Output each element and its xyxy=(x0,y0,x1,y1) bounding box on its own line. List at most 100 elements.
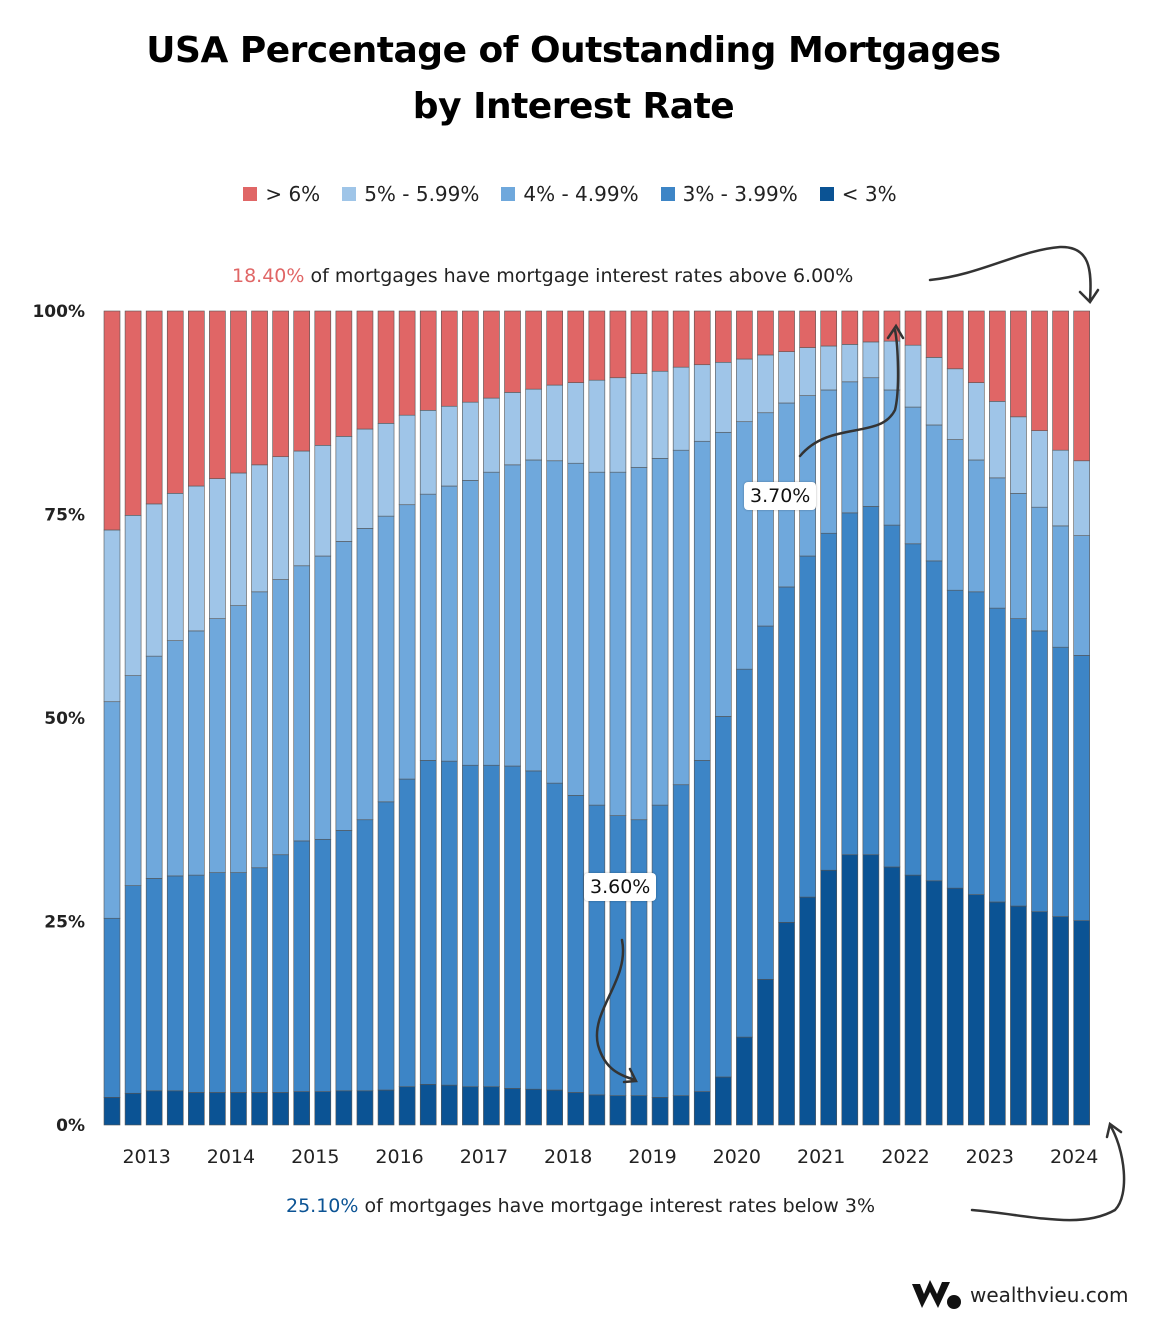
bar-segment xyxy=(356,428,374,529)
bar-segment xyxy=(862,506,880,856)
bar-segment xyxy=(757,625,774,980)
bottom-annotation-value: 25.10% xyxy=(286,1195,359,1217)
bar-segment xyxy=(820,389,838,534)
bar-segment xyxy=(145,310,163,505)
bar-segment xyxy=(567,382,585,464)
bar-segment xyxy=(925,880,943,1126)
callout-low-arrow xyxy=(595,938,638,1084)
bar-segment xyxy=(841,512,859,856)
callout-high-arrow xyxy=(798,323,905,458)
bar-segment xyxy=(630,819,648,1096)
y-tick-label: 50% xyxy=(44,709,85,729)
bar-segment xyxy=(440,485,458,762)
bar-segment xyxy=(651,310,669,372)
bar-segment xyxy=(630,373,648,468)
bar-segment xyxy=(209,310,226,479)
bar-segment xyxy=(967,591,985,895)
bar-segment xyxy=(440,405,458,487)
bar-segment xyxy=(1073,920,1090,1126)
bar-segment xyxy=(504,464,521,767)
x-tick-label: 2021 xyxy=(797,1146,845,1168)
bar-segment xyxy=(103,917,121,1098)
bar-segment xyxy=(799,347,816,396)
bar-segment xyxy=(672,449,690,786)
bar-segment xyxy=(904,310,922,346)
bar-segment xyxy=(272,579,289,856)
bar-segment xyxy=(166,875,184,1092)
bar-segment xyxy=(588,471,606,806)
x-tick-label: 2019 xyxy=(628,1146,676,1168)
bar-segment xyxy=(230,872,247,1093)
bar-segment xyxy=(904,344,922,408)
bar-segment xyxy=(1031,911,1048,1126)
bar-segment xyxy=(335,541,353,831)
bar-segment xyxy=(293,1091,311,1126)
bar-segment xyxy=(715,361,732,433)
chart-title-line-1: USA Percentage of Outstanding Mortgages xyxy=(146,30,1001,71)
bar-segment xyxy=(546,310,563,386)
bar-segment xyxy=(419,1084,437,1126)
bar-segment xyxy=(314,445,332,557)
legend-swatch xyxy=(660,187,675,201)
legend-item: 4% - 4.99% xyxy=(501,182,639,206)
x-tick-label: 2023 xyxy=(966,1146,1014,1168)
x-tick-label: 2013 xyxy=(122,1146,170,1168)
bar-segment xyxy=(462,764,479,1088)
top-annotation: 18.40% of mortgages have mortgage intere… xyxy=(232,265,853,287)
bar-segment xyxy=(693,310,711,366)
bar-segment xyxy=(630,466,648,821)
bar-segment xyxy=(209,478,226,619)
bar-segment xyxy=(736,421,753,670)
legend-item: > 6% xyxy=(243,182,320,206)
bar-segment xyxy=(904,543,922,876)
legend-label: 4% - 4.99% xyxy=(523,182,639,206)
bar-segment xyxy=(862,310,880,343)
x-tick-label: 2015 xyxy=(291,1146,339,1168)
bar-segment xyxy=(166,310,184,494)
legend-swatch xyxy=(501,187,516,201)
legend-label: 3% - 3.99% xyxy=(682,182,798,206)
bar-segment xyxy=(672,1095,690,1126)
bar-segment xyxy=(1031,506,1048,632)
bar-segment xyxy=(715,310,732,363)
legend-label: > 6% xyxy=(265,182,321,206)
bar-segment xyxy=(377,423,395,517)
bar-segment xyxy=(398,414,416,506)
bar-segment xyxy=(124,1092,142,1126)
bar-segment xyxy=(841,310,859,345)
bar-segment xyxy=(609,377,627,473)
bar-segment xyxy=(103,1097,121,1126)
bar-segment xyxy=(609,310,627,379)
bar-segment xyxy=(862,377,880,507)
bar-segment xyxy=(1073,535,1090,656)
bar-segment xyxy=(188,1092,205,1126)
bar-segment xyxy=(272,456,289,580)
bar-segment xyxy=(419,760,437,1085)
bar-segment xyxy=(483,397,500,473)
brand-name: wealthvieu.com xyxy=(970,1283,1129,1307)
bar-segment xyxy=(166,640,184,877)
x-tick-label: 2018 xyxy=(544,1146,592,1168)
bar-segment xyxy=(693,760,711,1092)
bar-segment xyxy=(651,1097,669,1126)
bar-segment xyxy=(188,874,205,1093)
bar-segment xyxy=(778,922,795,1126)
bar-segment xyxy=(967,459,985,593)
bar-segment xyxy=(251,464,268,593)
bar-segment xyxy=(588,1094,606,1126)
bar-segment xyxy=(1010,618,1027,907)
bar-segment xyxy=(799,310,816,348)
bar-segment xyxy=(989,607,1006,903)
bar-segment xyxy=(862,341,880,379)
bar-segment xyxy=(314,555,332,840)
bar-segment xyxy=(483,1086,500,1126)
bar-segment xyxy=(778,310,795,353)
bar-segment xyxy=(1010,905,1027,1126)
bar-segment xyxy=(672,366,690,451)
y-tick-label: 100% xyxy=(32,302,85,322)
bar-segment xyxy=(335,830,353,1092)
bar-segment xyxy=(1010,416,1027,494)
bar-segment xyxy=(377,515,395,803)
legend-item: < 3% xyxy=(819,182,897,206)
